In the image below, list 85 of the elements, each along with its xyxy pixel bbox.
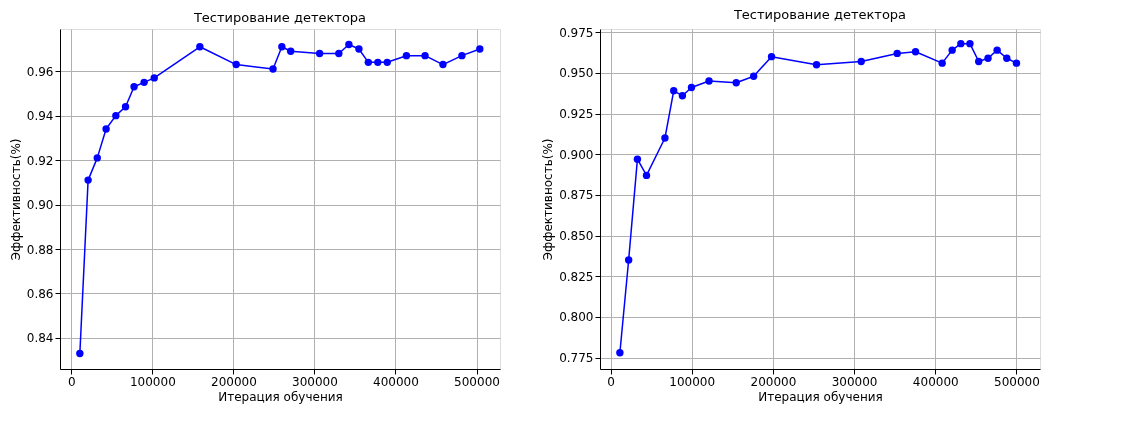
y-tick-label: 0.90 (26, 198, 54, 213)
point (642, 171, 651, 180)
point (732, 78, 740, 87)
y-tick-label: 0.900 (559, 147, 594, 162)
point (232, 60, 240, 69)
point (749, 72, 758, 80)
x-tick-label: 500000 (994, 374, 1040, 389)
point (458, 51, 466, 60)
point (678, 92, 687, 100)
point (812, 61, 821, 69)
y-tick-label: 0.825 (559, 269, 594, 284)
y-tick-label: 0.86 (26, 286, 54, 301)
x-tick-label: 200000 (211, 374, 257, 389)
point (616, 349, 624, 357)
point (140, 78, 148, 87)
point (383, 58, 391, 67)
point (975, 57, 983, 66)
y-tick-label: 0.96 (26, 64, 54, 79)
point (150, 74, 158, 82)
point (335, 49, 343, 58)
point (112, 111, 120, 120)
point (687, 83, 696, 92)
point (130, 83, 138, 91)
point (948, 46, 956, 54)
point (857, 57, 865, 66)
point (624, 256, 633, 264)
point (893, 49, 901, 58)
y-axis-title: Эффективность(%) (8, 138, 23, 261)
point (93, 154, 101, 162)
y-tick-label: 0.88 (26, 242, 54, 257)
y-tick-label: 0.84 (26, 331, 54, 346)
x-tick-label: 100000 (669, 374, 716, 389)
y-tick-label: 0.925 (559, 107, 594, 122)
point (439, 60, 447, 69)
point (670, 87, 678, 95)
x-tick-label: 0 (68, 374, 76, 389)
y-tick-label: 0.950 (559, 66, 594, 81)
point (121, 103, 130, 111)
point (476, 45, 484, 53)
point (278, 43, 286, 51)
y-tick-label: 0.92 (26, 153, 54, 168)
chart-title: Тестирование детектора (192, 10, 367, 25)
x-tick-label: 300000 (831, 374, 878, 389)
x-axis-title: Итерация обучения (218, 389, 343, 404)
y-axis-title: Эффективность(%) (541, 138, 556, 261)
point (286, 47, 295, 55)
chart-title: Тестирование детектора (732, 7, 907, 23)
y-tick-label: 0.850 (559, 229, 594, 244)
point (196, 43, 204, 51)
x-tick-label: 400000 (373, 374, 419, 389)
point (767, 52, 776, 61)
point (661, 134, 669, 142)
y-tick-label: 0.800 (559, 310, 594, 325)
point (345, 40, 353, 49)
point (84, 176, 92, 184)
point (984, 54, 992, 62)
point (993, 46, 1001, 54)
x-tick-label: 200000 (750, 374, 797, 389)
point (364, 58, 373, 67)
y-tick-label: 0.775 (559, 351, 594, 366)
point (957, 39, 965, 48)
point (421, 51, 429, 60)
x-tick-label: 0 (607, 374, 615, 389)
y-tick-label: 0.875 (559, 188, 594, 203)
y-tick-label: 0.975 (559, 25, 594, 40)
point (966, 39, 974, 48)
x-axis-title: Итерация обучения (758, 389, 883, 404)
x-tick-label: 100000 (129, 374, 176, 389)
point (402, 51, 411, 60)
point (374, 58, 382, 67)
point (911, 48, 920, 56)
point (705, 77, 713, 85)
point (633, 155, 642, 163)
y-tick-label: 0.94 (26, 109, 54, 124)
x-tick-label: 400000 (912, 374, 959, 389)
point (355, 45, 363, 53)
point (269, 65, 277, 73)
point (1003, 54, 1011, 62)
point (1012, 59, 1021, 67)
point (76, 349, 84, 358)
point (102, 125, 110, 133)
x-tick-label: 300000 (292, 374, 338, 389)
point (938, 59, 946, 67)
x-tick-label: 500000 (454, 374, 500, 389)
point (315, 49, 324, 58)
